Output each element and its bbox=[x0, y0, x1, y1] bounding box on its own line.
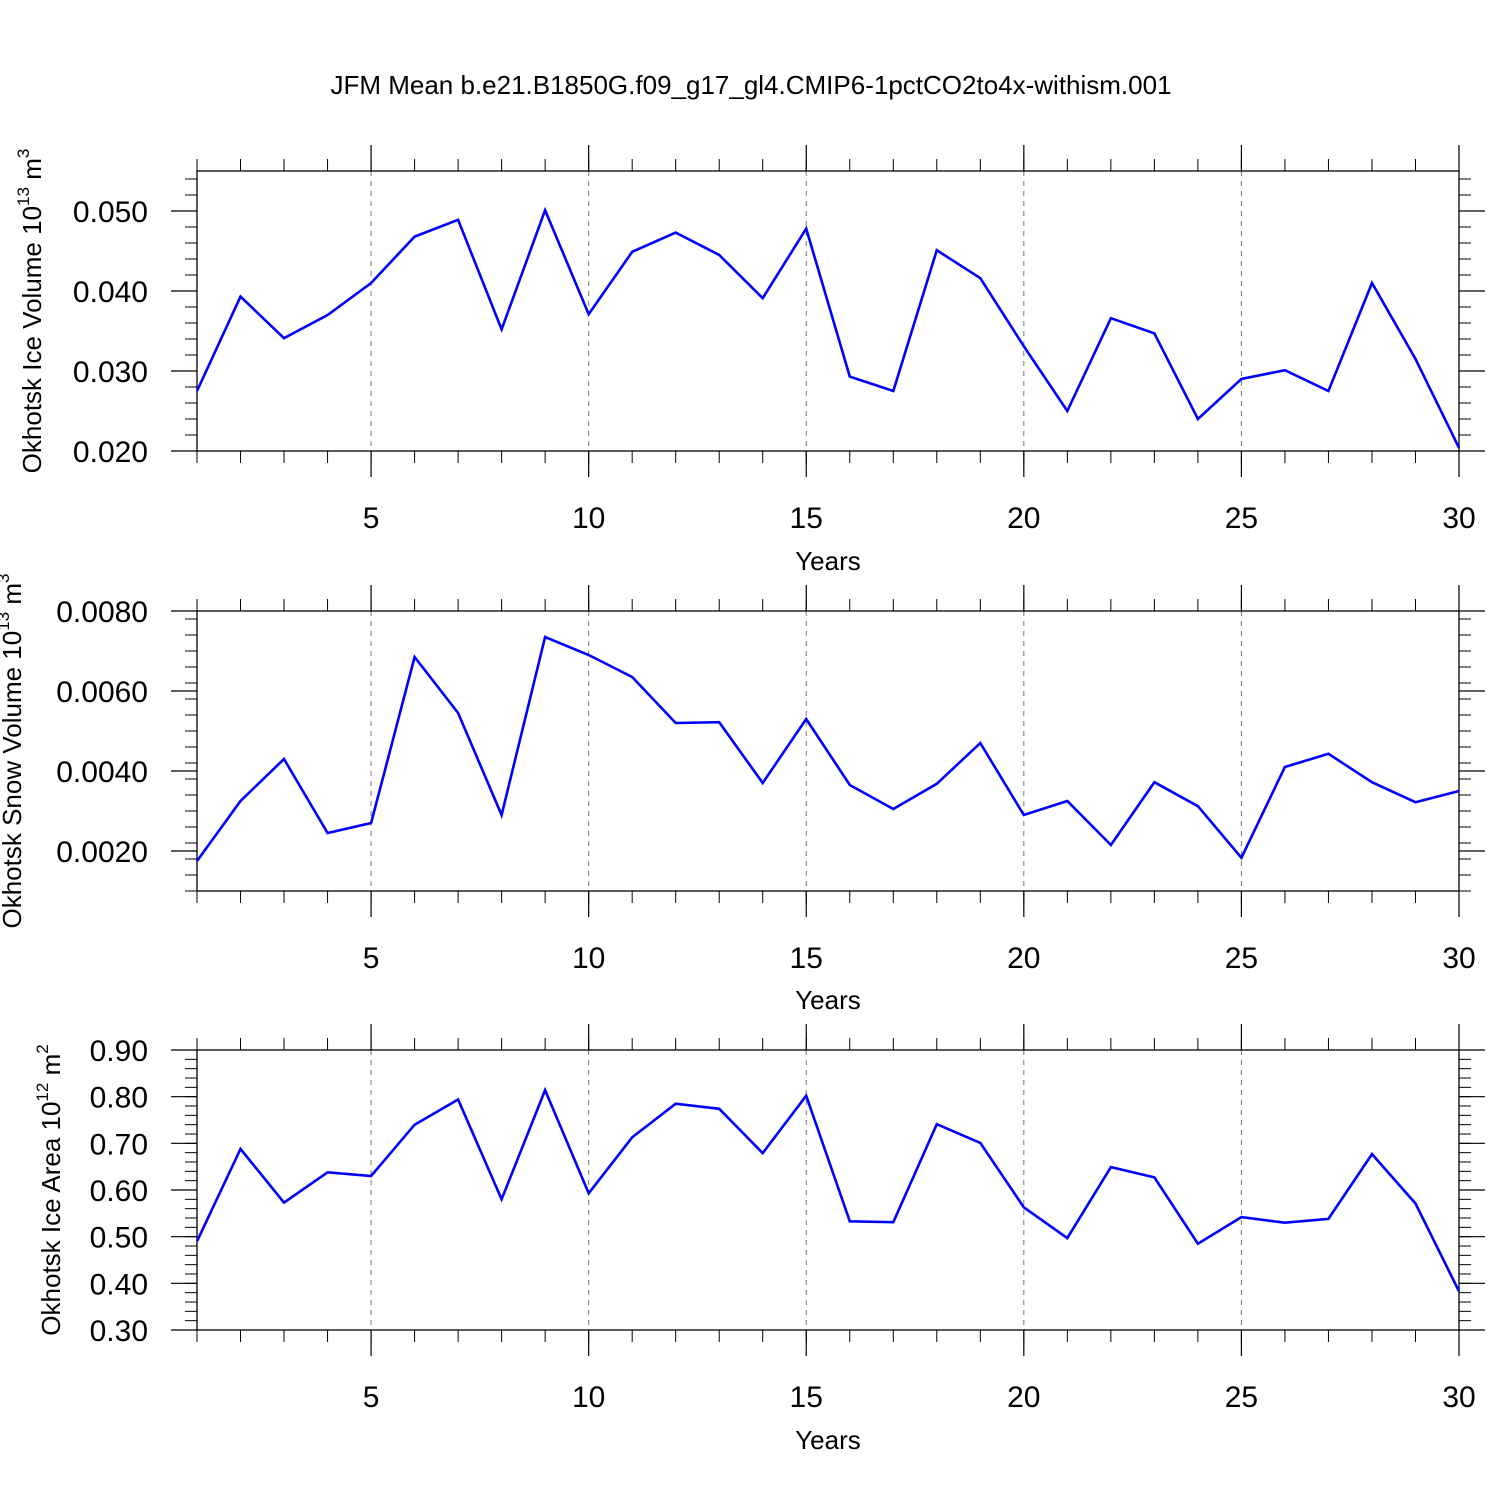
x-tick-label: 25 bbox=[1225, 942, 1258, 975]
y-tick-label: 0.70 bbox=[90, 1128, 148, 1161]
y-tick-label: 0.0040 bbox=[56, 756, 148, 789]
plot-frame bbox=[196, 1049, 1460, 1331]
y-tick-label: 0.80 bbox=[90, 1082, 148, 1115]
x-tick-label: 10 bbox=[572, 502, 605, 535]
plot-frame bbox=[196, 610, 1460, 892]
panel-ice-volume: Years Okhotsk Ice Volume 1013 m3 5 10 15 20… bbox=[14, 145, 1485, 576]
y-tick-label: 0.90 bbox=[90, 1035, 148, 1068]
y-tick-label: 0.0080 bbox=[56, 596, 148, 629]
x-tick-label: 15 bbox=[790, 942, 823, 975]
y-tick-label: 0.0060 bbox=[56, 676, 148, 709]
y-tick-label: 0.030 bbox=[73, 356, 148, 389]
x-axis-label: Years bbox=[795, 1425, 861, 1455]
y-tick-label: 0.050 bbox=[73, 196, 148, 229]
y-axis-label: Okhotsk Ice Volume 1013 m3 bbox=[14, 149, 47, 474]
x-tick-label: 30 bbox=[1442, 1381, 1475, 1414]
x-tick-label: 15 bbox=[790, 502, 823, 535]
y-tick-label: 0.60 bbox=[90, 1175, 148, 1208]
y-tick-label: 0.30 bbox=[90, 1315, 148, 1348]
x-tick-label: 20 bbox=[1007, 1381, 1040, 1414]
x-tick-label: 30 bbox=[1442, 942, 1475, 975]
y-tick-label: 0.40 bbox=[90, 1268, 148, 1301]
x-tick-label: 30 bbox=[1442, 502, 1475, 535]
series-line bbox=[195, 635, 1460, 862]
y-tick-label: 0.040 bbox=[73, 276, 148, 309]
x-tick-label: 25 bbox=[1225, 1381, 1258, 1414]
y-axis-label: Okhotsk Ice Area 1012 m2 bbox=[33, 1044, 66, 1335]
x-tick-label: 25 bbox=[1225, 502, 1258, 535]
y-tick-label: 0.50 bbox=[90, 1222, 148, 1255]
x-tick-label: 10 bbox=[572, 942, 605, 975]
x-axis-label: Years bbox=[795, 546, 861, 576]
plot-frame bbox=[196, 170, 1460, 452]
x-tick-label: 20 bbox=[1007, 502, 1040, 535]
x-tick-label: 5 bbox=[363, 1381, 380, 1414]
y-tick-label: 0.0020 bbox=[56, 836, 148, 869]
series-line bbox=[195, 1086, 1461, 1292]
x-tick-label: 5 bbox=[363, 502, 380, 535]
x-tick-label: 10 bbox=[572, 1381, 605, 1414]
y-axis-label: Okhotsk Snow Volume 1013 m3 bbox=[0, 574, 27, 929]
x-tick-label: 20 bbox=[1007, 942, 1040, 975]
chart-title: JFM Mean b.e21.B1850G.f09_g17_gl4.CMIP6-… bbox=[330, 70, 1171, 100]
x-tick-label: 5 bbox=[363, 942, 380, 975]
y-tick-label: 0.020 bbox=[73, 436, 148, 469]
series-line bbox=[195, 206, 1461, 449]
x-tick-label: 15 bbox=[790, 1381, 823, 1414]
x-axis-label: Years bbox=[795, 985, 861, 1015]
panel-ice-area: Years Okhotsk Ice Area 1012 m2 5 10 15 20 25… bbox=[33, 1024, 1485, 1455]
panel-snow-volume: Years Okhotsk Snow Volume 1013 m3 5 10 15 2… bbox=[0, 574, 1485, 1015]
